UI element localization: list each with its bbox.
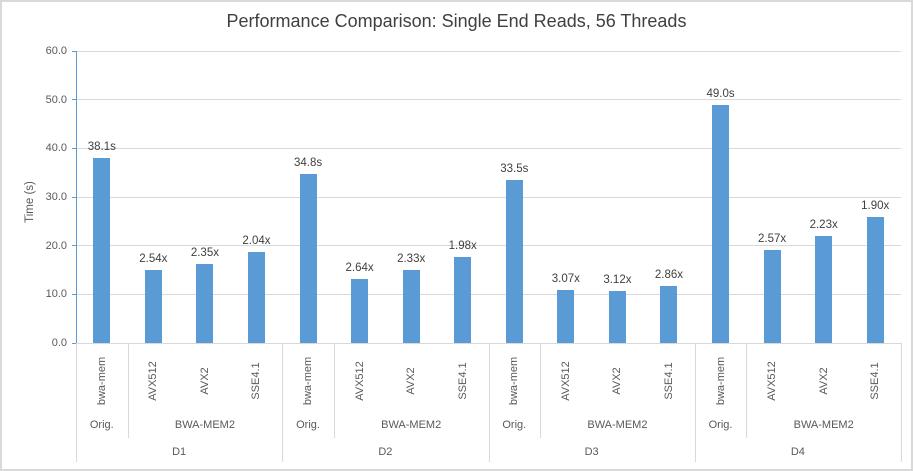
category-label: SSE4.1 bbox=[869, 362, 882, 400]
bar bbox=[247, 251, 265, 343]
category-label: SSE4.1 bbox=[662, 362, 675, 400]
chart-title: Performance Comparison: Single End Reads… bbox=[226, 11, 687, 31]
y-tick-label: 40.0 bbox=[45, 142, 67, 155]
bar-value-label: 38.1s bbox=[87, 140, 116, 153]
category-separator bbox=[76, 343, 77, 462]
section-separator bbox=[746, 343, 748, 438]
bar-value-label: 1.98x bbox=[448, 240, 477, 253]
group-label: D3 bbox=[584, 446, 599, 458]
section-label: BWA-MEM2 bbox=[174, 419, 235, 431]
bar bbox=[660, 286, 678, 343]
y-tick-label: 50.0 bbox=[45, 93, 67, 106]
section-label: Orig. bbox=[502, 419, 527, 431]
y-axis-tick bbox=[72, 342, 76, 344]
bar bbox=[505, 179, 523, 343]
section-label: Orig. bbox=[89, 419, 114, 431]
bar bbox=[402, 270, 420, 343]
bar bbox=[712, 104, 730, 343]
bar-value-label: 49.0s bbox=[706, 87, 735, 100]
category-label: AVX512 bbox=[766, 361, 779, 401]
section-separator bbox=[540, 343, 542, 438]
y-axis-tick bbox=[72, 196, 76, 198]
y-tick-label: 10.0 bbox=[45, 288, 67, 301]
section-label: Orig. bbox=[708, 419, 733, 431]
bar-value-label: 2.64x bbox=[345, 261, 374, 274]
bar-value-label: 2.57x bbox=[758, 233, 787, 246]
bar bbox=[454, 257, 472, 343]
bar-value-label: 2.86x bbox=[654, 269, 684, 282]
category-label: bwa-mem bbox=[714, 356, 727, 406]
gridline bbox=[76, 196, 901, 198]
category-label: AVX512 bbox=[353, 361, 366, 401]
bar bbox=[557, 289, 575, 343]
gridline bbox=[76, 50, 901, 52]
bar-value-label: 34.8s bbox=[293, 156, 323, 169]
category-label: AVX2 bbox=[611, 367, 624, 395]
bar bbox=[144, 270, 162, 343]
category-label: AVX2 bbox=[198, 367, 211, 395]
category-label: AVX512 bbox=[147, 361, 160, 401]
category-label: bwa-mem bbox=[95, 356, 108, 406]
section-label: BWA-MEM2 bbox=[793, 419, 854, 431]
section-separator bbox=[333, 343, 335, 438]
y-axis-tick bbox=[72, 245, 76, 247]
bar-value-label: 33.5s bbox=[500, 162, 529, 175]
group-label: D4 bbox=[790, 446, 805, 458]
section-label: Orig. bbox=[296, 419, 320, 431]
bar bbox=[351, 278, 369, 343]
group-label: D1 bbox=[172, 446, 187, 458]
y-axis-line bbox=[76, 51, 77, 343]
gridline bbox=[76, 147, 901, 149]
gridline bbox=[76, 245, 901, 247]
group-separator bbox=[282, 343, 284, 462]
bar-value-label: 3.07x bbox=[551, 272, 580, 285]
bar bbox=[763, 250, 781, 343]
bar bbox=[815, 235, 833, 343]
category-label: bwa-mem bbox=[508, 356, 521, 406]
y-axis-tick bbox=[72, 147, 76, 149]
gridline bbox=[76, 99, 901, 101]
group-separator bbox=[901, 343, 902, 462]
category-label: AVX2 bbox=[405, 367, 418, 395]
bar-value-label: 2.23x bbox=[809, 218, 838, 231]
bar-value-label: 2.04x bbox=[242, 234, 271, 247]
section-label: BWA-MEM2 bbox=[587, 419, 648, 431]
bar-value-label: 1.90x bbox=[861, 200, 890, 213]
y-axis-tick bbox=[72, 293, 76, 295]
y-tick-label: 60.0 bbox=[45, 45, 67, 57]
y-tick-label: 30.0 bbox=[45, 191, 67, 203]
bar bbox=[196, 264, 214, 343]
gridline bbox=[76, 293, 901, 295]
section-label: BWA-MEM2 bbox=[381, 419, 442, 431]
category-label: AVX2 bbox=[817, 367, 830, 395]
y-tick-label: 20.0 bbox=[45, 239, 67, 252]
bar-value-label: 3.12x bbox=[603, 273, 632, 286]
category-label: SSE4.1 bbox=[250, 362, 263, 400]
y-axis-tick bbox=[72, 99, 76, 101]
bar bbox=[866, 217, 884, 343]
y-tick-label: 0.0 bbox=[51, 337, 67, 349]
category-label: SSE4.1 bbox=[456, 362, 469, 400]
bar-value-label: 2.33x bbox=[397, 253, 426, 266]
bar bbox=[93, 157, 111, 343]
bar-value-label: 2.35x bbox=[190, 247, 219, 260]
bar bbox=[608, 290, 626, 343]
category-label: AVX512 bbox=[559, 361, 572, 401]
group-separator bbox=[694, 343, 696, 462]
bar-value-label: 2.54x bbox=[139, 253, 168, 265]
bar bbox=[299, 173, 317, 343]
section-separator bbox=[127, 343, 129, 438]
group-separator bbox=[488, 343, 490, 462]
y-axis-tick bbox=[72, 50, 76, 52]
group-label: D2 bbox=[378, 446, 393, 458]
category-label: bwa-mem bbox=[302, 356, 315, 406]
